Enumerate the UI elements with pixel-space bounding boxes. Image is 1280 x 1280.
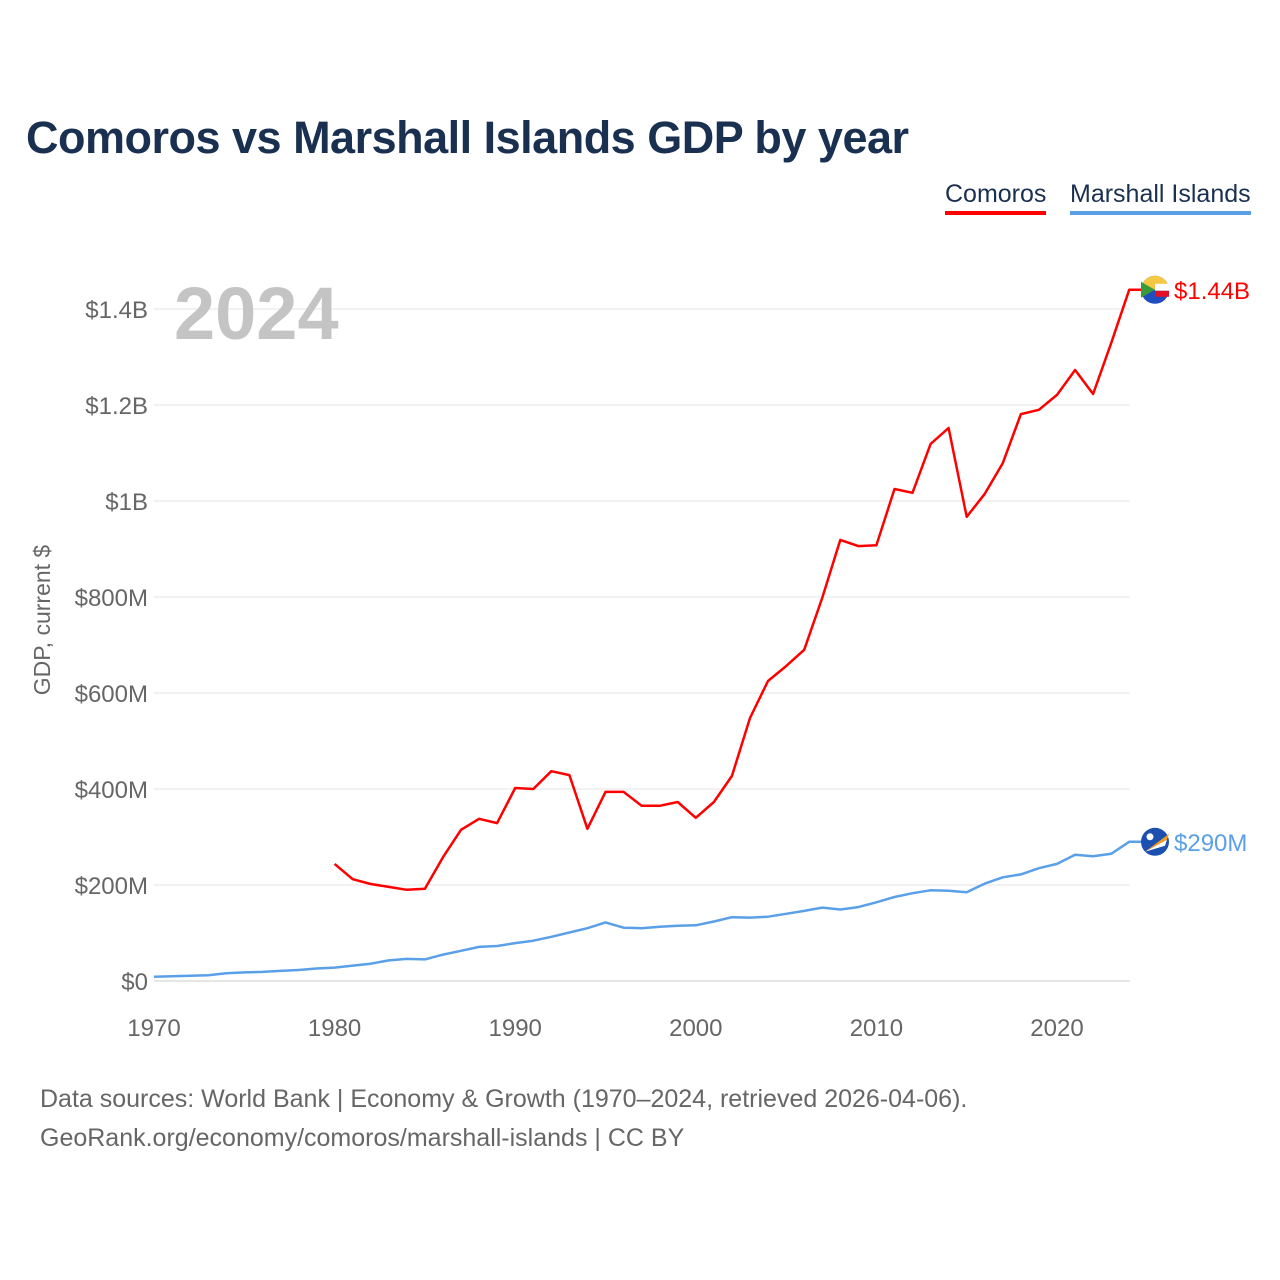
- end-value-label: $290M: [1174, 830, 1247, 857]
- y-tick-label: $1.2B: [85, 393, 148, 420]
- y-tick-label: $1B: [105, 489, 148, 516]
- x-tick-label: 1990: [489, 1015, 542, 1042]
- legend-comoros[interactable]: Comoros: [945, 180, 1047, 215]
- legend-marshall-islands[interactable]: Marshall Islands: [1070, 180, 1251, 215]
- y-tick-label: $400M: [75, 777, 148, 804]
- line-chart: $0 $200M $400M $600M $800M $1B $1.2B $1.4B 1970 1…: [29, 272, 1250, 1042]
- x-tick-label: 1980: [308, 1015, 361, 1042]
- flag-stripe: [1155, 283, 1169, 291]
- chart-title: Comoros vs Marshall Islands GDP by year: [26, 112, 909, 163]
- flag-stripe: [1145, 839, 1167, 852]
- flag-stripe: [1155, 290, 1169, 297]
- y-tick-label: $200M: [75, 873, 148, 900]
- flag-star: [1146, 833, 1154, 841]
- year-watermark: 2024: [174, 272, 339, 355]
- attribution-line: GeoRank.org/economy/comoros/marshall-isl…: [40, 1124, 685, 1152]
- flag-stripe: [1145, 833, 1169, 852]
- y-axis-label: GDP, current $: [29, 545, 55, 696]
- y-tick-label: $0: [121, 969, 148, 996]
- source-line: Data sources: World Bank | Economy & Gro…: [40, 1085, 968, 1113]
- x-tick-label: 1970: [127, 1015, 180, 1042]
- y-tick-label: $800M: [75, 585, 148, 612]
- x-tick-label: 2010: [850, 1015, 903, 1042]
- y-tick-label: $1.4B: [85, 297, 148, 324]
- y-tick-label: $600M: [75, 681, 148, 708]
- series-line-0: [333, 288, 1142, 892]
- flag-triangle: [1141, 281, 1155, 298]
- x-tick-label: 2020: [1030, 1015, 1083, 1042]
- end-value-label: $1.44B: [1174, 278, 1250, 305]
- x-tick-label: 2000: [669, 1015, 722, 1042]
- series-line-1: [153, 840, 1142, 978]
